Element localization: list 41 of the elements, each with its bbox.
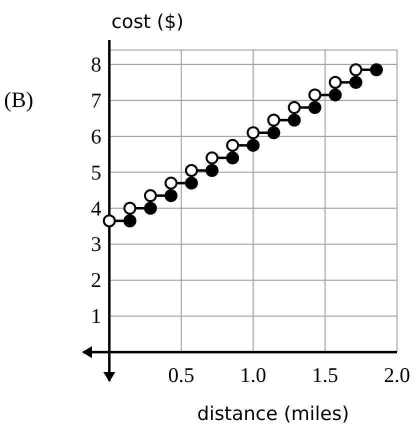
y-tick-label: 1 bbox=[90, 304, 102, 328]
y-tick-label: 7 bbox=[90, 88, 102, 112]
point bbox=[370, 63, 383, 76]
point bbox=[267, 114, 280, 127]
y-tick-label: 2 bbox=[90, 268, 102, 292]
point bbox=[308, 101, 322, 114]
point bbox=[308, 88, 322, 102]
point bbox=[226, 151, 240, 164]
point bbox=[144, 189, 157, 202]
y-tick-label: 5 bbox=[90, 160, 102, 184]
point bbox=[206, 164, 219, 177]
point bbox=[349, 63, 362, 76]
point bbox=[288, 101, 301, 114]
y-axis-title: cost ($) bbox=[111, 11, 184, 33]
x-tick-label: 0.5 bbox=[168, 363, 194, 388]
point bbox=[349, 76, 362, 89]
point bbox=[123, 214, 136, 228]
point bbox=[206, 151, 219, 164]
x-tick-label: 2.0 bbox=[384, 363, 410, 388]
point bbox=[144, 202, 157, 215]
point bbox=[328, 76, 342, 89]
text: (B) bbox=[4, 87, 34, 112]
point bbox=[246, 138, 260, 152]
y-tick-label: 4 bbox=[90, 196, 102, 220]
y-tick-label: 6 bbox=[90, 124, 102, 148]
point bbox=[267, 126, 280, 140]
point bbox=[164, 176, 178, 190]
point bbox=[226, 138, 240, 152]
x-tick-label: 1.0 bbox=[240, 363, 266, 388]
point bbox=[184, 176, 198, 190]
y-tick-label: 3 bbox=[90, 232, 102, 256]
point bbox=[164, 189, 178, 202]
x-axis-title: distance (miles) bbox=[197, 403, 350, 425]
point bbox=[102, 214, 116, 228]
point bbox=[184, 164, 198, 177]
point bbox=[288, 114, 301, 127]
point bbox=[328, 88, 342, 102]
point bbox=[123, 202, 136, 215]
x-tick-label: 1.5 bbox=[312, 363, 338, 388]
point bbox=[246, 126, 260, 140]
y-tick-label: 8 bbox=[90, 52, 102, 76]
